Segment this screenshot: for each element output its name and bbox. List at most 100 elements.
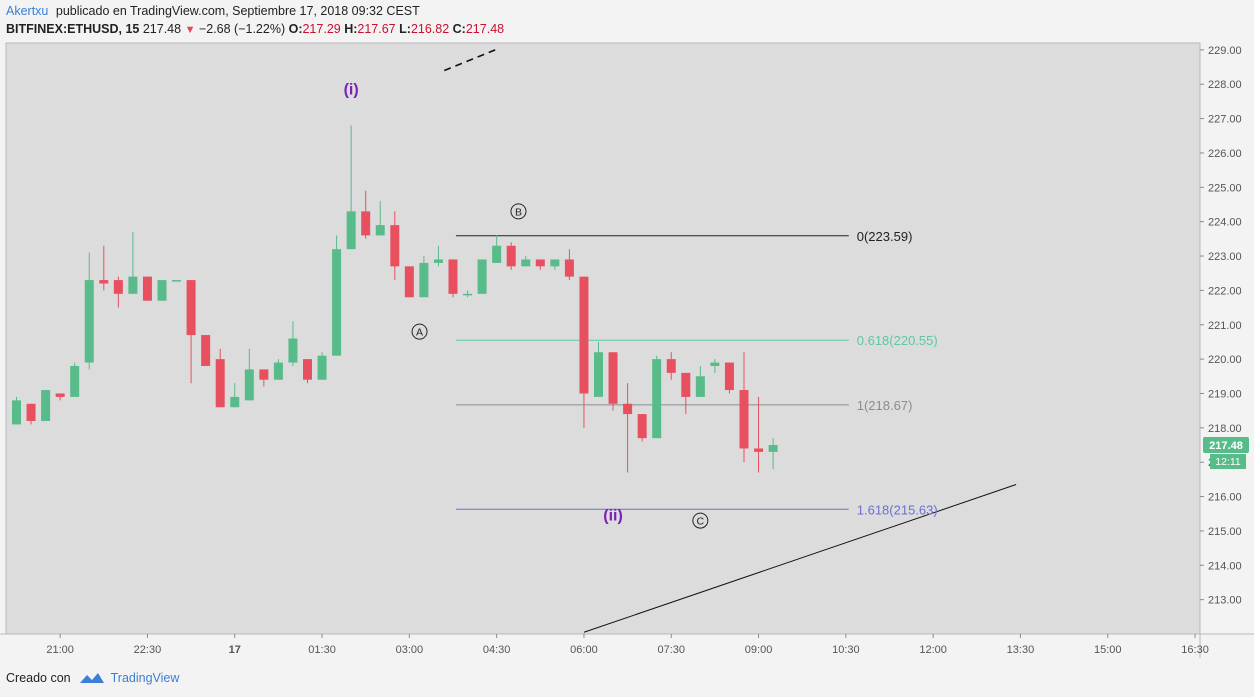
open-label: O: <box>288 22 303 36</box>
candle-body-down <box>535 259 545 267</box>
candle-body-down <box>681 372 691 397</box>
low-value: 216.82 <box>410 22 450 36</box>
candle-body-down <box>448 259 458 294</box>
candle-body-up <box>433 259 443 263</box>
circle-label-text: A <box>416 327 423 339</box>
tradingview-link[interactable]: TradingView <box>110 671 180 685</box>
high-value: 217.67 <box>357 22 396 36</box>
candle-body-down <box>26 403 36 421</box>
wave-label: (i) <box>344 82 359 99</box>
y-tick-label: 218.00 <box>1208 423 1242 435</box>
candle-body-down <box>55 393 65 397</box>
fib-level-label: 0.618(220.55) <box>857 333 938 348</box>
footer: Creado con TradingView <box>6 671 179 685</box>
y-tick-label: 215.00 <box>1208 526 1242 538</box>
y-tick-label: 225.00 <box>1208 182 1242 194</box>
x-tick-label: 07:30 <box>657 644 685 656</box>
x-tick-label: 09:00 <box>745 644 773 656</box>
fib-level-label: 0(223.59) <box>857 229 913 244</box>
y-tick-label: 224.00 <box>1208 217 1242 229</box>
price-badge <box>1203 437 1249 454</box>
symbol-label[interactable]: BITFINEX:ETHUSD, 15 <box>6 22 140 36</box>
candle-body-up <box>84 280 94 363</box>
x-tick-label: 16:30 <box>1181 644 1209 656</box>
open-value: 217.29 <box>302 22 341 36</box>
x-tick-label: 12:00 <box>919 644 947 656</box>
chart-publish-info: Akertxu publicado en TradingView.com, Se… <box>6 4 420 18</box>
candle-body-down <box>564 259 574 277</box>
last-price: 217.48 <box>142 22 182 36</box>
candle-body-up <box>594 352 603 397</box>
x-tick-label: 21:00 <box>46 644 74 656</box>
candle-body-down <box>142 276 152 301</box>
candle-body-down <box>215 359 225 408</box>
candle-body-down <box>579 276 589 394</box>
candle-body-up <box>70 365 80 397</box>
change-value: −2.68 (−1.22%) <box>198 22 286 36</box>
candle-body-down <box>666 359 676 373</box>
y-tick-label: 220.00 <box>1208 354 1242 366</box>
y-tick-label: 221.00 <box>1208 320 1242 332</box>
candle-body-up <box>419 262 429 298</box>
candle-body-down <box>361 211 371 236</box>
candle-body-down <box>186 280 196 336</box>
candle-body-up <box>41 390 51 421</box>
candle-body-down <box>724 362 734 391</box>
candle-body-down <box>506 245 516 267</box>
candle-body-up <box>477 259 487 294</box>
candle-body-up <box>695 376 705 397</box>
candle-body-down <box>113 280 123 294</box>
circle-label-ring <box>411 323 428 340</box>
candle-body-up <box>346 211 356 250</box>
candle-body-up <box>273 362 283 380</box>
x-tick-label: 15:00 <box>1094 644 1122 656</box>
x-tick-label: 01:30 <box>308 644 336 656</box>
candle-body-up <box>768 445 778 452</box>
author-link[interactable]: Akertxu <box>6 4 49 18</box>
price-axis-area <box>1200 43 1254 634</box>
x-tick-label: 13:30 <box>1007 644 1035 656</box>
y-tick-label: 219.00 <box>1208 388 1242 400</box>
candle-body-down <box>608 352 618 404</box>
candle-body-down <box>201 335 211 366</box>
candle-body-up <box>317 355 327 380</box>
timer-badge-label: 12:11 <box>1215 456 1241 468</box>
price-badge-label: 217.48 <box>1209 440 1243 452</box>
x-tick-label: 04:30 <box>483 644 511 656</box>
tradingview-logo-icon <box>79 673 104 683</box>
candle-body-up <box>244 369 254 401</box>
y-tick-label: 223.00 <box>1208 251 1242 263</box>
candle-body-up <box>157 280 167 301</box>
candle-body-down <box>739 390 749 449</box>
candle-body-up <box>12 400 21 425</box>
published-text: publicado en TradingView.com, Septiembre… <box>55 4 420 18</box>
candle-body-up <box>230 396 240 408</box>
candle-body-down <box>99 280 109 284</box>
candle-body-down <box>623 403 633 415</box>
candle-body-down <box>390 225 400 267</box>
candle-body-up <box>463 293 473 296</box>
created-with-text: Creado con <box>6 671 71 685</box>
y-tick-label: 216.00 <box>1208 492 1242 504</box>
circle-label-ring <box>692 512 709 529</box>
circle-label-text: B <box>515 206 522 218</box>
ohlc-legend: BITFINEX:ETHUSD, 15 217.48 ▼ −2.68 (−1.2… <box>6 22 504 36</box>
candle-body-down <box>404 266 414 298</box>
candle-body-up <box>550 259 560 267</box>
y-tick-label: 228.00 <box>1208 79 1242 91</box>
down-arrow-icon: ▼ <box>184 24 196 36</box>
circle-label-ring <box>510 203 527 220</box>
candle-body-up <box>288 338 298 363</box>
y-tick-label: 213.00 <box>1208 595 1242 607</box>
x-tick-label: 10:30 <box>832 644 860 656</box>
circle-label-text: C <box>697 516 705 528</box>
fib-level-label: 1.618(215.63) <box>857 502 938 517</box>
fib-level-label: 1(218.67) <box>857 398 913 413</box>
candle-body-down <box>259 369 269 380</box>
candle-body-up <box>710 362 720 366</box>
timer-badge <box>1210 454 1246 470</box>
low-label: L: <box>399 22 411 36</box>
close-value: 217.48 <box>465 22 505 36</box>
candle-body-up <box>332 249 342 356</box>
